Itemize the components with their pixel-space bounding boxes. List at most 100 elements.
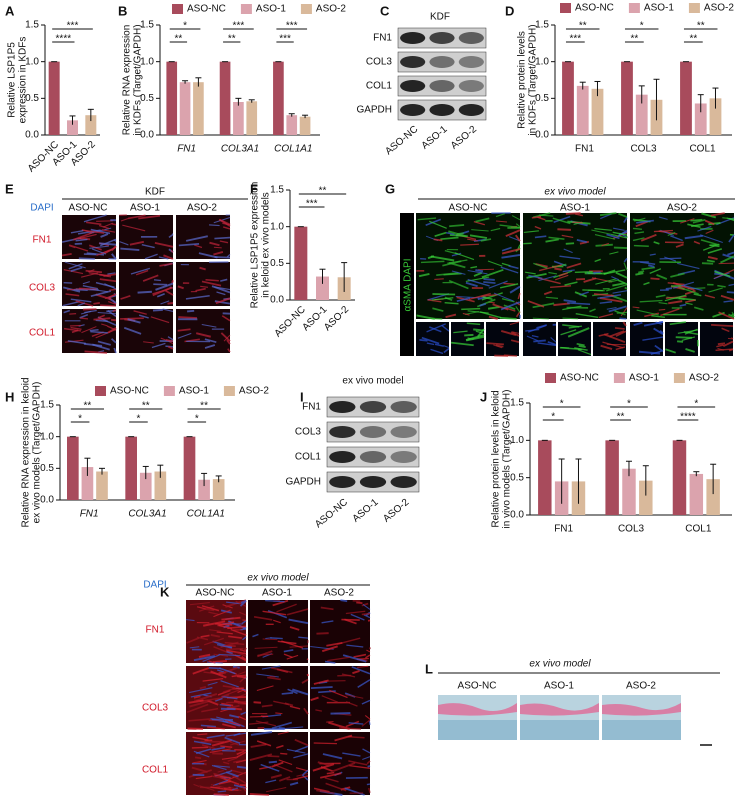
micrograph-texture [352, 670, 360, 675]
y-tick-label: 0.0 [510, 510, 524, 521]
micrograph-texture [594, 228, 612, 231]
micrograph-texture [253, 701, 262, 704]
micrograph-texture [248, 721, 269, 725]
micrograph-texture [321, 695, 339, 703]
micrograph-texture [633, 217, 646, 222]
micrograph-texture [665, 287, 673, 290]
bar [622, 468, 636, 515]
blot-band [359, 451, 387, 463]
micrograph-texture [446, 232, 455, 236]
micrograph-texture [218, 653, 241, 657]
micrograph-texture [96, 220, 113, 222]
legend-swatch [560, 3, 571, 13]
micrograph-texture [99, 238, 117, 247]
panel-label: G [385, 181, 395, 196]
micrograph-texture [675, 336, 693, 339]
micrograph-texture [448, 279, 469, 290]
x-tick-label: COL1 [689, 144, 716, 155]
micrograph-texture [651, 314, 665, 318]
micrograph-texture [563, 248, 573, 254]
micrograph-texture [83, 214, 107, 223]
micrograph-texture [599, 212, 617, 217]
micrograph-texture [436, 272, 459, 277]
micrograph-texture [70, 266, 83, 272]
micrograph-texture [210, 670, 227, 679]
micrograph-texture [550, 337, 557, 343]
panel-label: F [250, 181, 258, 196]
y-tick-label: 1.5 [510, 398, 524, 409]
micrograph-texture [475, 217, 490, 223]
significance-label: * [137, 414, 141, 425]
legend-swatch [613, 373, 625, 383]
micrograph-texture [221, 756, 238, 760]
micrograph-texture [200, 724, 216, 728]
micrograph-texture [509, 285, 521, 294]
micrograph-texture [236, 750, 245, 756]
micrograph-texture [226, 339, 231, 345]
micrograph-texture [313, 787, 330, 793]
micrograph-texture [572, 221, 583, 224]
micrograph-texture [560, 329, 577, 336]
micrograph-texture [268, 760, 278, 764]
micrograph-texture [487, 305, 500, 310]
micrograph-texture [533, 339, 546, 343]
micrograph-texture [256, 685, 274, 692]
bar [273, 61, 284, 135]
y-axis-label: Relative RNA expression in keloid [21, 377, 32, 527]
micrograph-texture [532, 302, 555, 309]
panel-title: ex vivo model [529, 659, 591, 670]
micrograph-texture [632, 306, 640, 309]
micrograph-texture [101, 229, 116, 233]
micrograph-texture [100, 233, 109, 238]
micrograph-texture [102, 222, 113, 228]
micrograph-texture [481, 268, 504, 279]
micrograph-texture [73, 289, 88, 291]
significance-label: * [694, 399, 698, 410]
micrograph-texture [483, 278, 495, 281]
micrograph-texture [481, 293, 499, 298]
blot-band [458, 80, 484, 92]
micrograph-texture [677, 262, 700, 270]
micrograph-texture [221, 695, 238, 700]
micrograph-texture [465, 281, 478, 288]
micrograph-texture [267, 676, 281, 681]
panel-label: B [118, 3, 127, 18]
micrograph-texture [565, 242, 575, 245]
micrograph-texture [195, 287, 206, 292]
panel-label: J [480, 389, 487, 404]
micrograph-texture [531, 334, 539, 338]
micrograph-texture [440, 236, 459, 241]
micrograph-texture [500, 266, 519, 274]
blot-band [400, 104, 426, 116]
micrograph-texture [89, 227, 112, 235]
micrograph-texture [80, 310, 92, 315]
micrograph-texture [564, 281, 578, 286]
stain-label: DAPI [143, 580, 166, 591]
micrograph-texture [177, 332, 192, 339]
stain-label: FN1 [146, 625, 165, 636]
micrograph-texture [222, 685, 236, 689]
micrograph-texture [195, 332, 211, 338]
y-tick-label: 0.0 [270, 295, 284, 306]
micrograph-texture [554, 267, 562, 271]
micrograph-texture [684, 289, 696, 296]
micrograph-texture [120, 317, 144, 320]
micrograph-texture [623, 217, 628, 223]
histology-dermis [602, 720, 681, 740]
micrograph-texture [241, 620, 247, 625]
micrograph-texture [234, 748, 247, 751]
micrograph-texture [216, 643, 233, 649]
micrograph-texture [366, 649, 371, 653]
micrograph-texture [680, 218, 695, 224]
micrograph-texture [713, 272, 730, 280]
micrograph-texture [670, 272, 685, 278]
micrograph-texture [133, 310, 147, 315]
micrograph-texture [635, 272, 644, 276]
micrograph-texture [515, 223, 521, 228]
micrograph-texture [606, 233, 620, 240]
micrograph-texture [228, 635, 242, 639]
stain-label: DAPI [30, 203, 53, 214]
micrograph-texture [214, 774, 231, 779]
bar [183, 436, 196, 500]
